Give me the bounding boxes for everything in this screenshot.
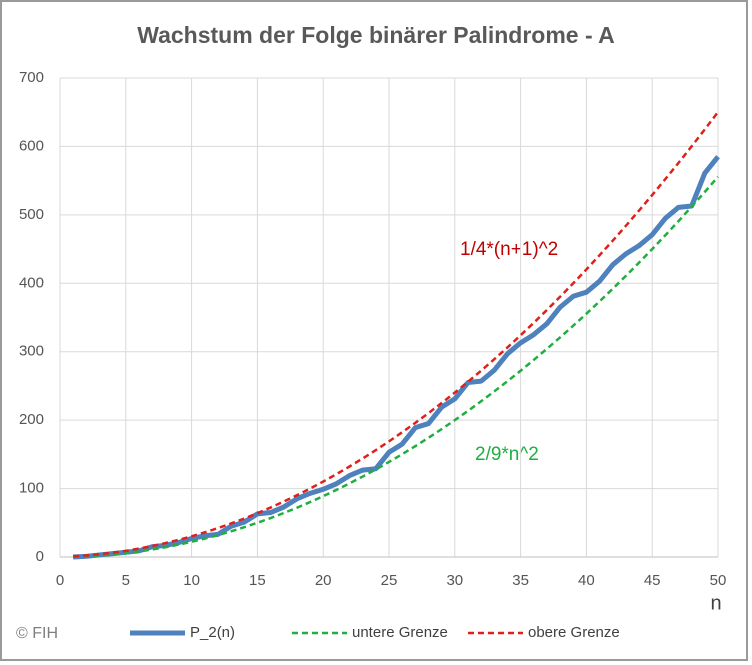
y-tick-label: 200 <box>19 411 44 428</box>
legend-label: untere Grenze <box>352 624 448 641</box>
x-tick-label: 20 <box>315 572 332 589</box>
x-tick-label: 35 <box>512 572 529 589</box>
x-tick-label: 25 <box>381 572 398 589</box>
legend-label: obere Grenze <box>528 624 620 641</box>
x-tick-label: 10 <box>183 572 200 589</box>
y-tick-label: 400 <box>19 274 44 291</box>
annotation: 1/4*(n+1)^2 <box>460 239 558 260</box>
x-tick-label: 40 <box>578 572 595 589</box>
x-axis-label: n <box>710 592 721 614</box>
y-tick-label: 300 <box>19 343 44 360</box>
y-tick-label: 0 <box>36 548 44 565</box>
series-line <box>73 155 720 560</box>
chart-title: Wachstum der Folge binärer Palindrome - … <box>137 22 615 48</box>
x-tick-label: 45 <box>644 572 661 589</box>
x-tick-label: 15 <box>249 572 266 589</box>
annotation: 2/9*n^2 <box>475 444 539 465</box>
x-tick-label: 5 <box>122 572 130 589</box>
y-tick-label: 600 <box>19 137 44 154</box>
series-line <box>73 176 719 559</box>
credit: © FIH <box>16 625 58 642</box>
x-tick-label: 50 <box>710 572 727 589</box>
x-tick-label: 0 <box>56 572 64 589</box>
y-tick-label: 100 <box>19 480 44 497</box>
y-tick-label: 700 <box>19 69 44 86</box>
x-tick-label: 30 <box>446 572 463 589</box>
y-tick-label: 500 <box>19 206 44 223</box>
legend-label: P_2(n) <box>190 624 235 641</box>
